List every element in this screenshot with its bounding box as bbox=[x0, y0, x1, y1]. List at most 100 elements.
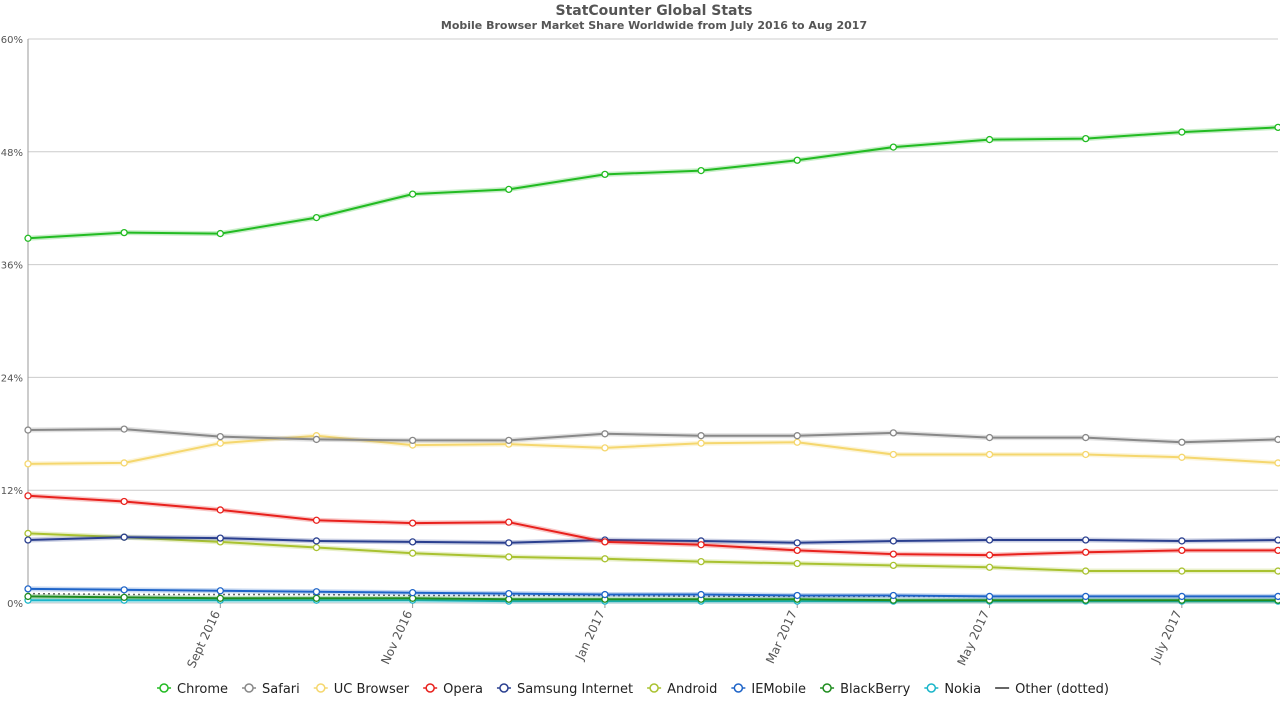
legend-marker bbox=[649, 683, 659, 693]
legend-item[interactable]: Nokia bbox=[924, 682, 981, 697]
data-point bbox=[505, 518, 513, 526]
legend-item[interactable]: IEMobile bbox=[731, 682, 806, 697]
series-line bbox=[27, 536, 1279, 544]
legend-label: Other (dotted) bbox=[1015, 682, 1109, 697]
chart-title: StatCounter Global Stats bbox=[555, 3, 752, 19]
data-point bbox=[1082, 592, 1090, 601]
data-point bbox=[408, 436, 417, 445]
data-point bbox=[408, 190, 417, 198]
series-opera bbox=[24, 492, 1280, 559]
data-point bbox=[1178, 453, 1186, 461]
data-point bbox=[1274, 459, 1280, 467]
legend-label: Opera bbox=[443, 682, 483, 697]
data-point bbox=[312, 213, 321, 222]
legend-marker bbox=[244, 683, 254, 693]
legend-item[interactable]: Android bbox=[647, 682, 717, 697]
data-point bbox=[24, 536, 32, 544]
data-point bbox=[24, 585, 32, 593]
data-point bbox=[312, 588, 321, 596]
data-point bbox=[120, 459, 128, 467]
legend-label: Android bbox=[667, 682, 717, 697]
legend-label: BlackBerry bbox=[840, 682, 911, 697]
y-tick-label: 60% bbox=[1, 35, 23, 46]
data-point bbox=[1178, 128, 1186, 136]
legend-label: UC Browser bbox=[334, 682, 410, 697]
data-point bbox=[312, 435, 321, 444]
data-point bbox=[1178, 592, 1186, 601]
data-point bbox=[1274, 592, 1280, 601]
legend-marker bbox=[425, 683, 435, 693]
x-tick-label: Sept 2016 bbox=[184, 608, 223, 670]
data-point bbox=[120, 425, 128, 433]
data-point bbox=[408, 549, 417, 557]
legend-marker bbox=[499, 683, 509, 693]
data-point bbox=[1178, 537, 1186, 545]
data-point bbox=[793, 539, 801, 547]
series-line bbox=[27, 494, 1278, 557]
grid-layer bbox=[27, 38, 1278, 604]
data-point bbox=[985, 551, 994, 559]
legend-label: IEMobile bbox=[751, 682, 806, 697]
data-point bbox=[216, 432, 224, 441]
legend-item[interactable]: Safari bbox=[242, 682, 300, 697]
data-point bbox=[312, 537, 321, 545]
legend-item[interactable]: UC Browser bbox=[313, 682, 410, 697]
data-point bbox=[1082, 536, 1090, 544]
data-point bbox=[601, 538, 609, 546]
data-point bbox=[1082, 548, 1090, 556]
y-tick-label: 0% bbox=[7, 599, 23, 610]
series-iemobile bbox=[24, 585, 1280, 601]
series-layer bbox=[24, 123, 1280, 605]
data-point bbox=[793, 559, 801, 568]
legend-item[interactable]: Chrome bbox=[157, 682, 228, 697]
data-point bbox=[889, 591, 898, 600]
series-line bbox=[27, 434, 1279, 465]
legend-label: Samsung Internet bbox=[517, 682, 633, 697]
data-point bbox=[985, 433, 994, 442]
series-line-glow bbox=[27, 124, 1279, 241]
x-tick-label: May 2017 bbox=[955, 608, 993, 668]
x-axis-ticks: Sept 2016 Nov 2016 Jan 2017 Mar 2017 May 201… bbox=[184, 603, 1185, 670]
data-point bbox=[120, 228, 128, 237]
data-point bbox=[1274, 546, 1280, 555]
legend-marker bbox=[316, 683, 326, 693]
legend-item[interactable]: Opera bbox=[423, 682, 483, 697]
data-point bbox=[120, 533, 128, 541]
data-point bbox=[24, 426, 32, 434]
data-point bbox=[312, 516, 321, 524]
y-tick-label: 12% bbox=[1, 486, 23, 497]
legend-item[interactable]: BlackBerry bbox=[820, 682, 911, 697]
series-android bbox=[24, 529, 1280, 575]
data-point bbox=[889, 561, 898, 570]
data-point bbox=[216, 439, 224, 447]
data-point bbox=[120, 497, 128, 506]
data-point bbox=[793, 438, 801, 446]
data-point bbox=[505, 436, 513, 445]
legend-label: Safari bbox=[262, 682, 300, 697]
data-point bbox=[697, 541, 705, 549]
y-axis-ticks: 0% 12% 24% 36% 48% 60% bbox=[1, 35, 23, 610]
data-point bbox=[1082, 450, 1090, 459]
data-point bbox=[505, 553, 513, 561]
data-point bbox=[697, 557, 705, 566]
data-point bbox=[1274, 536, 1280, 544]
legend-label: Nokia bbox=[944, 682, 981, 697]
data-point bbox=[601, 590, 609, 599]
y-tick-label: 36% bbox=[1, 261, 23, 272]
data-point bbox=[120, 593, 128, 602]
data-point bbox=[697, 439, 705, 447]
series-line bbox=[27, 595, 1278, 602]
legend-item[interactable]: Other (dotted) bbox=[995, 682, 1109, 697]
legend-item[interactable]: Samsung Internet bbox=[496, 682, 633, 697]
data-point bbox=[1274, 435, 1280, 444]
data-point bbox=[408, 519, 417, 527]
data-point bbox=[889, 143, 898, 151]
data-point bbox=[216, 229, 224, 238]
data-point bbox=[985, 592, 994, 601]
x-tick-label: July 2017 bbox=[1148, 608, 1185, 666]
data-point bbox=[1178, 546, 1186, 555]
data-point bbox=[1082, 134, 1090, 143]
data-point bbox=[985, 536, 994, 544]
data-point bbox=[216, 506, 224, 514]
